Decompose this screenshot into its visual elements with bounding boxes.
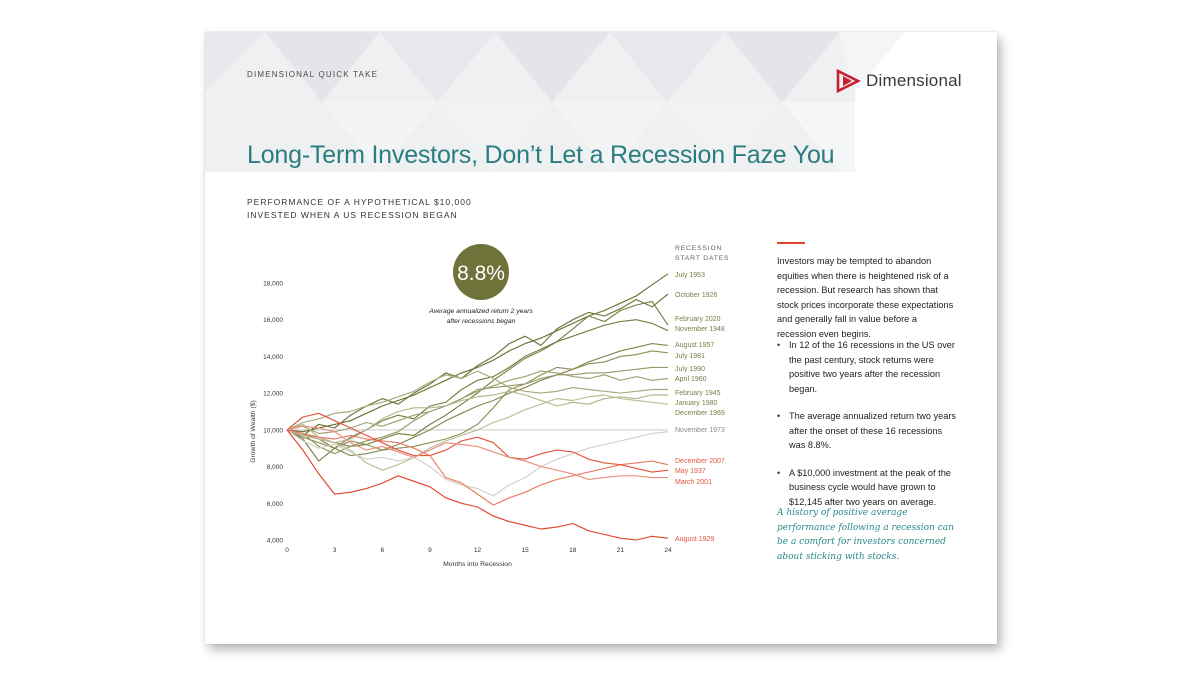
pull-quote: A history of positive average performanc… [777, 508, 954, 562]
page-title: Long-Term Investors, Don’t Let a Recessi… [247, 140, 835, 169]
brand-logo: Dimensional [835, 68, 962, 94]
chart-title-line-2: INVESTED WHEN A US RECESSION BEGAN [247, 210, 458, 220]
x-tick-label: 18 [569, 547, 577, 554]
legend-label: July 1981 [675, 353, 705, 360]
chart-series-lines [286, 273, 669, 541]
legend-label: February 2020 [675, 316, 721, 323]
x-tick-label: 24 [664, 547, 672, 554]
series-line [286, 300, 669, 462]
legend-label: August 1957 [675, 342, 714, 349]
x-tick-label: 12 [474, 547, 482, 554]
y-tick-label: 10,000 [263, 427, 283, 434]
y-tick-label: 18,000 [263, 281, 283, 288]
x-axis-label: Months into Recession [443, 561, 512, 568]
legend-label: April 1960 [675, 376, 707, 383]
key-point: In 12 of the 16 recessions in the US ove… [777, 338, 959, 396]
x-tick-label: 3 [333, 547, 337, 554]
legend-label: August 1929 [675, 536, 714, 543]
series-line [286, 412, 669, 473]
legend-label: November 1948 [675, 326, 725, 333]
legend-label: July 1990 [675, 366, 705, 373]
callout-circle [453, 244, 509, 300]
series-line [286, 343, 669, 457]
document-page: DIMENSIONAL QUICK TAKE Dimensional Long-… [205, 32, 997, 644]
callout-value: 8.8% [457, 262, 505, 285]
legend-title-line-1: RECESSION [675, 245, 722, 252]
recession-growth-chart: 4,000 6,000 8,000 10,000 12,000 14,000 16,000 1… [250, 244, 729, 569]
x-tick-label: 0 [285, 547, 289, 554]
chart-title-line-1: PERFORMANCE OF A HYPOTHETICAL $10,000 [247, 197, 472, 207]
x-tick-label: 9 [428, 547, 432, 554]
legend-label: February 1945 [675, 390, 721, 397]
accent-rule [777, 242, 805, 244]
intro-paragraph: Investors may be tempted to abandon equi… [777, 256, 954, 339]
y-tick-label: 12,000 [263, 391, 283, 398]
legend-label: January 1980 [675, 400, 718, 407]
legend-label: October 1926 [675, 292, 718, 299]
y-tick-label: 16,000 [263, 317, 283, 324]
brand-name: Dimensional [866, 71, 962, 90]
series-line [286, 429, 669, 541]
series-line [286, 429, 669, 497]
series-line [286, 319, 669, 447]
x-tick-label: 21 [617, 547, 625, 554]
key-point: The average annualized return two years … [777, 409, 959, 453]
key-points-list: In 12 of the 16 recessions in the US ove… [777, 338, 959, 522]
legend-title-line-2: START DATES [675, 255, 729, 262]
series-line [286, 390, 668, 444]
key-point: A $10,000 investment at the peak of the … [777, 466, 959, 510]
series-line [286, 429, 669, 506]
series-line [286, 370, 668, 431]
legend-label: May 1937 [675, 468, 706, 475]
chart-legend: July 1953 October 1926 February 2020 Novemb… [675, 245, 729, 543]
kicker-label: DIMENSIONAL QUICK TAKE [247, 70, 379, 79]
dimensional-logo-icon [836, 68, 861, 94]
legend-label: November 1973 [675, 427, 725, 434]
series-line [286, 394, 669, 471]
legend-label: March 2001 [675, 479, 712, 486]
legend-label: December 1969 [675, 410, 725, 417]
y-axis-label: Growth of Wealth ($) [250, 400, 257, 463]
header-triangle-pattern [205, 32, 997, 172]
series-line [286, 273, 669, 433]
chart-axes: 4,000 6,000 8,000 10,000 12,000 14,000 16,000 1… [250, 281, 672, 569]
x-tick-label: 15 [522, 547, 530, 554]
x-tick-label: 6 [380, 547, 384, 554]
y-tick-label: 14,000 [263, 354, 283, 361]
legend-label: July 1953 [675, 272, 705, 279]
series-line [286, 350, 669, 451]
callout-caption-line-2: after recessions began [447, 318, 516, 325]
callout-caption-line-1: Average annualized return 2 years [428, 308, 533, 315]
y-tick-label: 6,000 [267, 501, 284, 508]
series-line [286, 293, 669, 436]
average-return-callout: 8.8% Average annualized return 2 years aft… [428, 244, 533, 325]
y-tick-label: 8,000 [267, 464, 284, 471]
series-line [286, 366, 668, 455]
chart-title: PERFORMANCE OF A HYPOTHETICAL $10,000 IN… [247, 196, 507, 222]
y-tick-label: 4,000 [267, 538, 284, 545]
series-line [286, 425, 668, 480]
legend-label: December 2007 [675, 458, 725, 465]
